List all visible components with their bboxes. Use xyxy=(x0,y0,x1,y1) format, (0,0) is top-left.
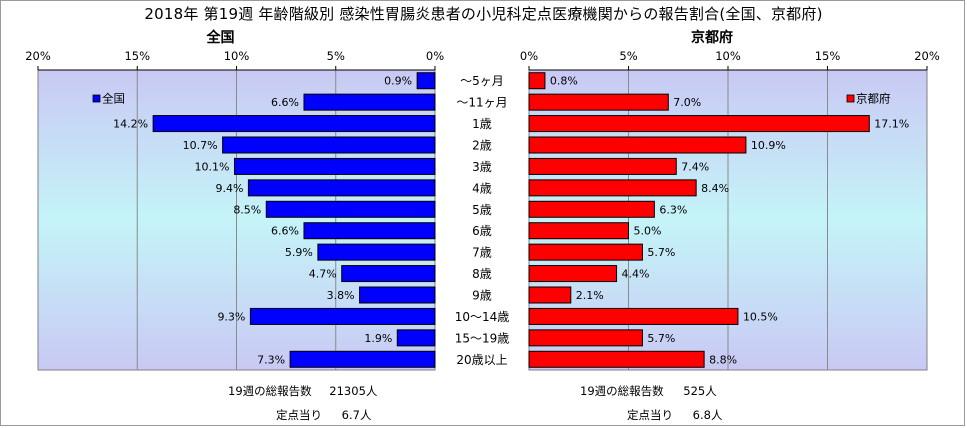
right-data-label: 0.8% xyxy=(550,75,578,88)
left-data-label: 3.8% xyxy=(327,289,355,302)
category-label: 3歳 xyxy=(472,160,492,174)
right-bar xyxy=(528,350,705,368)
left-data-label: 6.6% xyxy=(271,225,299,238)
left-bar xyxy=(416,72,436,90)
right-tick-label: 5% xyxy=(619,49,637,63)
left-tick-label: 10% xyxy=(224,49,250,63)
left-bar xyxy=(247,179,436,197)
right-data-label: 7.0% xyxy=(673,96,701,109)
left-data-label: 4.7% xyxy=(309,268,337,281)
left-bar xyxy=(303,222,436,240)
left-data-label: 7.3% xyxy=(257,353,285,366)
left-bar xyxy=(359,286,436,304)
right-bar xyxy=(528,307,739,325)
right-per-site-label: 定点当り xyxy=(627,408,673,422)
right-data-label: 2.1% xyxy=(576,289,604,302)
left-legend-label: 全国 xyxy=(102,92,125,106)
left-bar xyxy=(249,307,436,325)
right-bar xyxy=(528,157,677,175)
left-bar xyxy=(303,93,436,111)
left-bar xyxy=(234,157,436,175)
left-bar xyxy=(152,115,436,133)
right-data-label: 5.7% xyxy=(647,246,675,259)
right-bar xyxy=(528,243,643,261)
left-total-label: 19週の総報告数 xyxy=(228,384,312,398)
category-label: ～5ヶ月 xyxy=(460,74,504,88)
right-data-label: 5.7% xyxy=(647,332,675,345)
left-bar xyxy=(265,200,436,218)
left-panel-header: 全国 xyxy=(206,29,235,46)
left-data-label: 0.9% xyxy=(384,75,412,88)
right-bar xyxy=(528,93,669,111)
right-tick-label: 15% xyxy=(815,49,841,63)
category-label: ～11ヶ月 xyxy=(456,96,507,110)
left-data-label: 9.4% xyxy=(215,182,243,195)
right-data-label: 5.0% xyxy=(634,225,662,238)
right-data-label: 10.9% xyxy=(751,139,786,152)
left-data-label: 10.7% xyxy=(183,139,218,152)
right-bar xyxy=(528,72,546,90)
right-bar xyxy=(528,115,870,133)
right-data-label: 7.4% xyxy=(681,160,709,173)
right-bar xyxy=(528,265,618,283)
category-label: 9歳 xyxy=(472,289,492,303)
category-label: 15～19歳 xyxy=(455,331,510,345)
left-bar xyxy=(396,329,436,347)
left-bar xyxy=(317,243,436,261)
right-bar xyxy=(528,329,643,347)
right-data-label: 17.1% xyxy=(874,118,909,131)
left-tick-label: 0% xyxy=(426,49,444,63)
right-tick-label: 10% xyxy=(715,49,741,63)
right-panel-header: 京都府 xyxy=(691,29,733,46)
left-data-label: 8.5% xyxy=(233,203,261,216)
left-data-label: 5.9% xyxy=(285,246,313,259)
category-label: 2歳 xyxy=(472,139,492,153)
left-data-label: 9.3% xyxy=(217,310,245,323)
left-data-label: 14.2% xyxy=(113,118,148,131)
right-total-value: 525人 xyxy=(683,384,717,398)
left-bar xyxy=(341,265,436,283)
category-label: 10～14歳 xyxy=(455,310,510,324)
right-bar xyxy=(528,222,629,240)
right-data-label: 8.4% xyxy=(701,182,729,195)
right-per-site-value: 6.8人 xyxy=(692,408,723,422)
left-bar xyxy=(222,136,436,154)
left-data-label: 10.1% xyxy=(195,160,230,173)
right-data-label: 8.8% xyxy=(709,353,737,366)
left-data-label: 6.6% xyxy=(271,96,299,109)
category-label: 1歳 xyxy=(472,117,492,131)
right-data-label: 4.4% xyxy=(622,268,650,281)
right-tick-label: 0% xyxy=(520,49,538,63)
left-total-value: 21305人 xyxy=(329,384,378,398)
right-bar xyxy=(528,179,697,197)
right-data-label: 6.3% xyxy=(659,203,687,216)
right-legend-label: 京都府 xyxy=(856,92,891,106)
right-bar xyxy=(528,200,655,218)
right-bar xyxy=(528,136,747,154)
left-tick-label: 5% xyxy=(327,49,345,63)
right-data-label: 10.5% xyxy=(743,310,778,323)
left-legend-swatch xyxy=(92,94,101,103)
left-data-label: 1.9% xyxy=(364,332,392,345)
left-per-site-label: 定点当り xyxy=(276,408,322,422)
right-tick-label: 20% xyxy=(914,49,940,63)
category-label: 20歳以上 xyxy=(456,353,507,367)
category-label: 8歳 xyxy=(472,267,492,281)
left-tick-label: 20% xyxy=(25,49,51,63)
category-label: 6歳 xyxy=(472,224,492,238)
right-legend-swatch xyxy=(846,94,855,103)
left-tick-label: 15% xyxy=(124,49,150,63)
category-label: 5歳 xyxy=(472,203,492,217)
category-label: 4歳 xyxy=(472,181,492,195)
chart-title: 2018年 第19週 年齢階級別 感染性胃腸炎患者の小児科定点医療機関からの報告… xyxy=(144,5,823,23)
right-bar xyxy=(528,286,572,304)
right-total-label: 19週の総報告数 xyxy=(580,384,664,398)
category-label: 7歳 xyxy=(472,246,492,260)
left-bar xyxy=(289,350,436,368)
left-per-site-value: 6.7人 xyxy=(341,408,372,422)
